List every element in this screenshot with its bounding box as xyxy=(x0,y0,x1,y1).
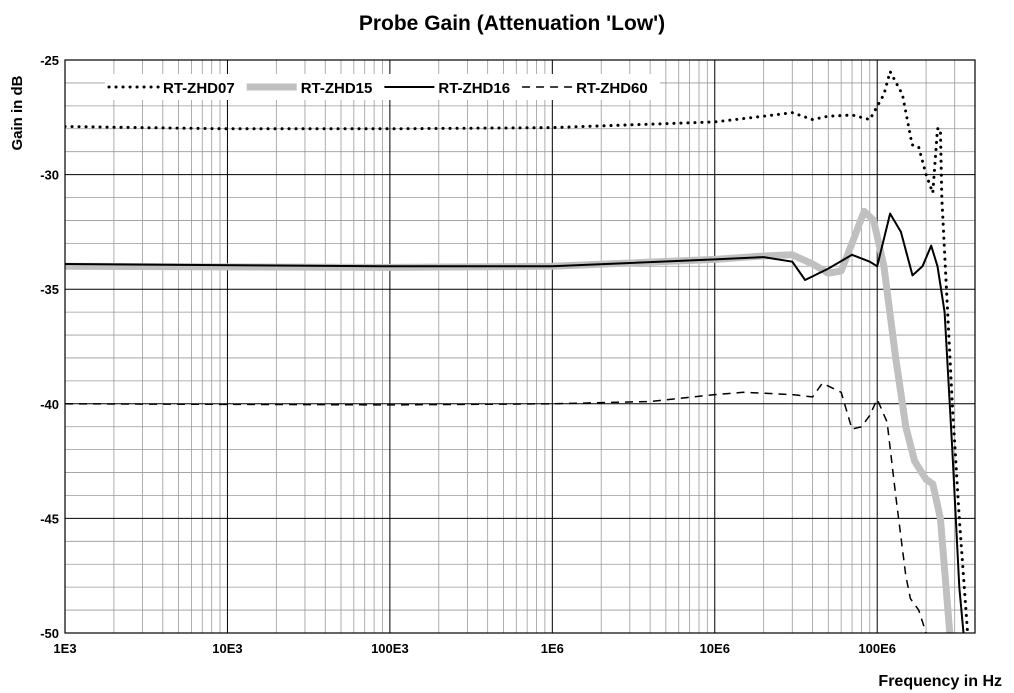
series-line xyxy=(65,212,965,633)
x-tick-label: 10E6 xyxy=(700,641,730,656)
y-tick-label: -30 xyxy=(40,168,59,183)
legend: RT-ZHD07 RT-ZHD15 RT-ZHD16 RT-ZHD60 xyxy=(105,74,660,100)
plot-border xyxy=(64,59,976,634)
y-tick-label: -45 xyxy=(40,511,59,526)
legend-label: RT-ZHD15 xyxy=(301,80,373,97)
x-tick-label: 1E6 xyxy=(541,641,564,656)
chart-title: Probe Gain (Attenuation 'Low') xyxy=(359,12,665,35)
y-tick-label: -25 xyxy=(40,53,59,68)
legend-label: RT-ZHD16 xyxy=(438,80,510,97)
legend-label: RT-ZHD07 xyxy=(163,80,235,97)
grid xyxy=(64,59,975,634)
x-tick-label: 100E3 xyxy=(371,641,409,656)
plot-lines xyxy=(65,70,970,633)
series-line xyxy=(65,382,927,633)
series-line xyxy=(65,70,970,633)
y-axis-label: Gain in dB xyxy=(9,75,26,150)
x-tick-label: 10E3 xyxy=(212,641,242,656)
legend-label: RT-ZHD60 xyxy=(576,80,648,97)
y-tick-label: -35 xyxy=(40,282,59,297)
y-tick-label: -40 xyxy=(40,397,59,412)
x-tick-label: 1E3 xyxy=(53,641,76,656)
x-tick-label: 100E6 xyxy=(858,641,896,656)
y-tick-label: -50 xyxy=(40,626,59,641)
x-axis-label: Frequency in Hz xyxy=(878,673,1002,690)
